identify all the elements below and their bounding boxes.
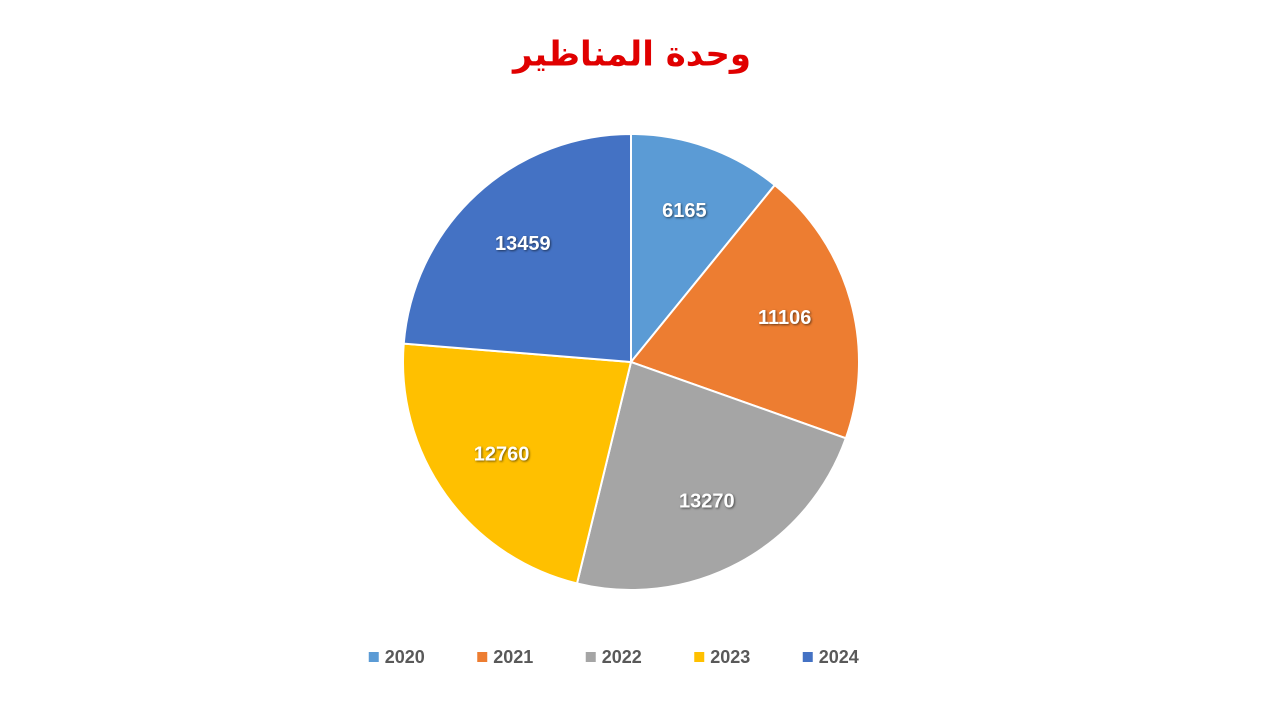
- pie-slice: [575, 360, 848, 591]
- legend-label: 2023: [710, 647, 750, 667]
- legend-swatch: [368, 652, 379, 662]
- legend-label: 2022: [602, 647, 642, 667]
- legend-swatch: [802, 652, 813, 662]
- legend-label: 2024: [819, 647, 859, 667]
- data-label: 13459: [495, 233, 551, 255]
- data-label: 13270: [679, 491, 735, 513]
- pie-slice: [630, 132, 777, 365]
- legend-swatch: [694, 652, 705, 662]
- chart-title: وحدة المناظير: [511, 35, 751, 75]
- legend-swatch: [585, 652, 596, 662]
- data-label: 11106: [758, 307, 811, 329]
- legend-label: 2021: [493, 647, 533, 667]
- pie-slice: [629, 183, 860, 440]
- legend-swatch: [477, 652, 488, 662]
- pie-slice: [402, 132, 632, 364]
- pie-slice: [402, 342, 633, 585]
- data-label: 6165: [662, 200, 707, 222]
- data-label: 12760: [474, 444, 530, 466]
- legend-label: 2020: [385, 647, 425, 667]
